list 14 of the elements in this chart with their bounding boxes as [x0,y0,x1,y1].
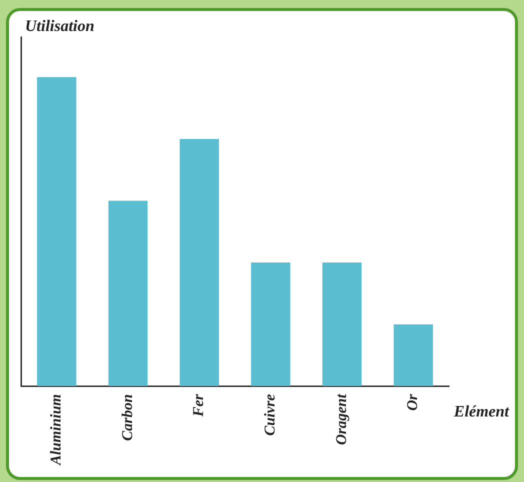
bar [108,200,148,386]
x-tick-label: Oragent [334,393,350,445]
bar [37,77,76,386]
x-tick-label: Carbon [120,394,136,441]
x-tick-label: Cuivre [262,394,279,436]
bar [322,262,362,386]
bar [180,138,219,386]
x-tick-label: Aluminium [48,394,65,466]
x-axis-title: Elément [452,403,510,420]
x-tick-label: Fer [191,394,208,418]
x-tick-label: Or [405,394,422,411]
bar [251,262,290,386]
bar [394,324,433,386]
y-axis-title: Utilisation [25,18,94,36]
